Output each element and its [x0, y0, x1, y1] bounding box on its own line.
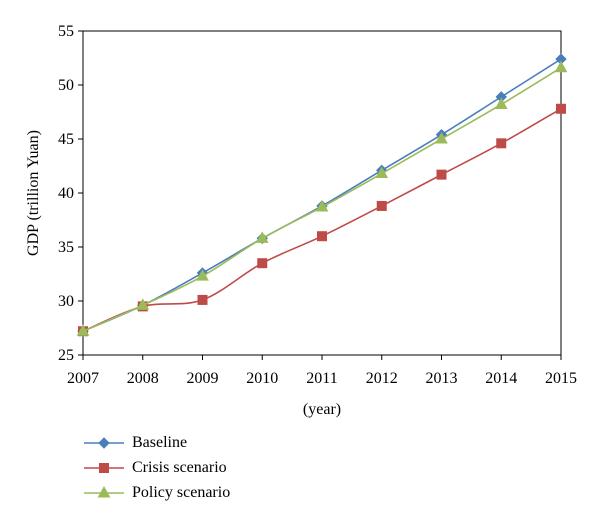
x-tick-label: 2010	[246, 370, 278, 387]
y-tick-label: 45	[58, 131, 74, 148]
data-point-policy-scenario	[255, 231, 269, 243]
legend: Baseline Crisis scenario Policy scenario	[84, 430, 230, 505]
legend-marker	[97, 485, 111, 497]
series-line-baseline	[82, 58, 562, 332]
legend-label-policy-scenario: Policy scenario	[132, 483, 231, 501]
legend-swatch-crisis-scenario	[84, 462, 124, 473]
x-tick-label: 2007	[67, 370, 99, 387]
y-tick-label: 40	[58, 185, 74, 202]
x-tick-label: 2012	[366, 370, 398, 387]
data-point-crisis-scenario	[496, 138, 507, 149]
series-baseline	[77, 53, 567, 337]
x-tick-label: 2014	[485, 370, 517, 387]
y-tick-label: 55	[58, 23, 74, 40]
data-point-policy-scenario	[375, 166, 389, 179]
legend-item-crisis-scenario: Crisis scenario	[84, 455, 230, 480]
y-axis-label: GDP (trillion Yuan)	[25, 130, 42, 256]
y-tick-label: 50	[58, 77, 74, 94]
x-tick-label: 2015	[545, 370, 577, 387]
data-point-crisis-scenario	[436, 169, 447, 180]
y-tick-label: 35	[58, 239, 74, 256]
data-point-crisis-scenario	[257, 258, 268, 269]
data-point-policy-scenario	[76, 324, 90, 336]
plot-area	[82, 30, 562, 356]
data-point-policy-scenario	[315, 200, 329, 212]
data-point-crisis-scenario	[376, 200, 387, 211]
series-layer	[76, 53, 568, 337]
x-axis: 2007 2008 2009 2010 2011 2012 2013 2014 2015	[67, 355, 577, 387]
data-point-policy-scenario	[435, 131, 448, 144]
series-policy-scenario	[76, 60, 568, 336]
legend-label-baseline: Baseline	[132, 433, 188, 451]
data-point-policy-scenario	[494, 97, 508, 109]
legend-marker	[98, 436, 110, 449]
legend-item-baseline: Baseline	[84, 430, 230, 455]
y-tick-label: 30	[58, 293, 74, 310]
legend-label-crisis-scenario: Crisis scenario	[132, 458, 227, 476]
x-tick-label: 2013	[426, 370, 458, 387]
x-tick-label: 2009	[187, 370, 219, 387]
legend-swatch-policy-scenario	[84, 485, 124, 497]
y-tick-label: 25	[58, 347, 74, 364]
data-point-policy-scenario	[554, 60, 568, 73]
data-point-crisis-scenario	[197, 294, 208, 305]
x-tick-label: 2011	[306, 370, 337, 387]
legend-swatch-baseline	[84, 436, 124, 449]
data-point-crisis-scenario	[556, 103, 566, 114]
x-axis-label: (year)	[303, 401, 341, 418]
plot-border	[82, 30, 562, 356]
series-line-policy-scenario	[82, 67, 562, 332]
data-point-policy-scenario	[196, 269, 209, 281]
x-tick-label: 2008	[127, 370, 159, 387]
data-point-policy-scenario	[136, 298, 150, 310]
legend-marker	[99, 462, 109, 473]
series-line-crisis-scenario	[82, 108, 562, 332]
legend-item-policy-scenario: Policy scenario	[84, 480, 230, 505]
y-axis: 25 30 35 40 45 50 55	[58, 23, 83, 364]
data-point-crisis-scenario	[317, 231, 327, 242]
